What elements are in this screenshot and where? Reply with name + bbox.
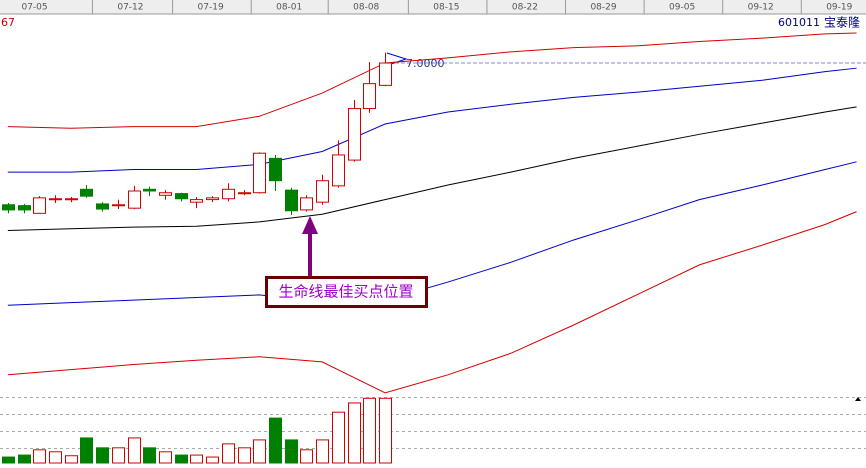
x-tick-label: 07-05 [21,3,47,13]
candle-body [128,190,141,209]
annotation-box [265,276,428,308]
volume-bar [112,447,125,464]
volume-bar [285,439,298,464]
volume-bar [33,449,46,464]
x-tick-label: 09-05 [669,3,695,13]
annotation-text: 生命线最佳买点位置 [278,283,413,301]
stock-code: 601011 [778,16,820,29]
date-strip [0,0,866,14]
corner-label: 67 [1,16,15,29]
candle-body [206,197,219,201]
volume-bar [65,455,78,464]
volume-bar [159,451,172,464]
x-tick-label: 09-12 [748,3,774,13]
candle-body [222,188,235,200]
candle-body [190,199,203,203]
band-line [7,211,857,394]
volume-bar [49,451,62,464]
x-tick-label: 08-29 [590,3,616,13]
volume-bar [128,437,141,464]
stock-name: 宝泰隆 [824,15,860,30]
x-tick-label: 08-22 [512,3,538,13]
candle-body [348,108,361,161]
band-line [7,67,857,173]
arrow-head [302,216,318,234]
volume-marker [855,397,861,401]
volume-bar [332,411,345,464]
x-tick-label: 07-12 [117,3,143,13]
candle-body [49,198,62,201]
volume-bar [96,447,109,464]
candle-body [96,203,109,210]
candle-body [33,197,46,214]
band-line [7,161,857,306]
candle-body [175,193,188,200]
band-line [7,32,857,129]
volume-bar [316,439,329,464]
band-line [7,106,857,232]
volume-bar [206,456,219,464]
candle-body [300,197,313,211]
volume-bar [80,437,93,464]
volume-bar [175,454,188,464]
x-tick-label: 07-19 [198,3,224,13]
candle-body [80,188,93,197]
volume-bar [143,447,156,464]
candle-body [143,188,156,192]
volume-bar [253,439,266,464]
candle-body [65,198,78,201]
candle-body [238,192,251,195]
candle-body [2,204,15,211]
x-tick-label: 08-08 [353,3,379,13]
volume-bar [300,449,313,464]
candle-body [159,192,172,196]
volume-bar [2,456,15,464]
volume-bar [238,447,251,464]
volume-bar [222,443,235,464]
candle-body [285,189,298,212]
volume-bar [269,417,282,464]
volume-bar [363,397,376,464]
x-tick-label: 08-15 [433,3,459,13]
candle-body [269,157,282,182]
volume-bar [379,397,392,464]
candle-body [18,205,31,211]
candle-body [363,83,376,110]
candle-body [332,154,345,187]
volume-bar [18,454,31,464]
candle-body [253,152,266,194]
candle-body [316,180,329,203]
candle-body [112,204,125,207]
candle-body [379,62,392,86]
x-tick-label: 08-01 [276,3,302,13]
x-tick-label: 09-19 [826,3,852,13]
volume-bar [190,454,203,464]
volume-bar [348,402,361,464]
